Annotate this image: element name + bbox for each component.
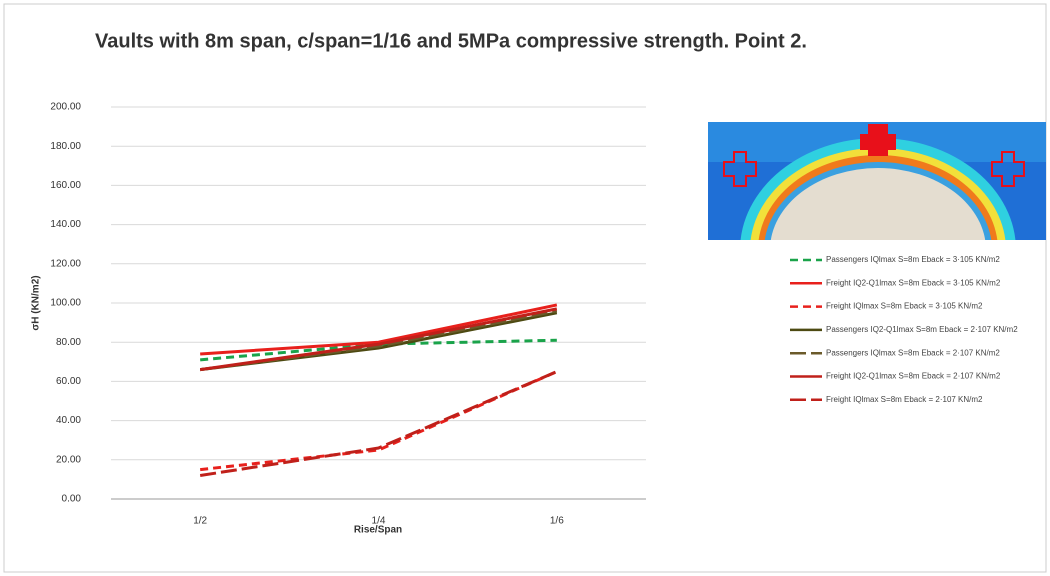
y-tick-label: 60.00 xyxy=(56,376,81,387)
series-line xyxy=(200,303,558,356)
series-line xyxy=(199,307,558,372)
legend-label: Freight IQ2-Q1lmax S=8m Eback = 2·107 KN… xyxy=(826,372,1001,381)
y-tick-label: 120.00 xyxy=(50,258,81,269)
y-tick-label: 80.00 xyxy=(56,337,81,348)
series-line xyxy=(200,370,558,472)
x-axis-label: Rise/Span xyxy=(354,525,402,536)
legend-label: Freight IQlmax S=8m Eback = 3·105 KN/m2 xyxy=(826,302,983,311)
chart-frame xyxy=(3,3,1047,573)
y-tick-label: 40.00 xyxy=(56,415,81,426)
y-tick-label: 200.00 xyxy=(50,102,81,113)
legend-label: Passengers IQ2-Q1lmax S=8m Eback = 2·107… xyxy=(826,325,1018,334)
legend-label: Freight IQ2-Q1lmax S=8m Eback = 3·105 KN… xyxy=(826,278,1001,287)
vault-image xyxy=(708,122,1046,240)
legend-label: Freight IQlmax S=8m Eback = 2·107 KN/m2 xyxy=(826,395,983,404)
series-line xyxy=(200,338,557,362)
x-tick-label: 1/6 xyxy=(550,516,564,527)
y-tick-label: 0.00 xyxy=(62,494,82,505)
legend-label: Passengers IQlmax S=8m Eback = 3·105 KN/… xyxy=(826,255,1000,264)
y-tick-label: 180.00 xyxy=(50,141,81,152)
y-axis-label: σH (KN/m2) xyxy=(31,275,42,330)
y-tick-label: 160.00 xyxy=(50,180,81,191)
series-line xyxy=(199,309,558,372)
chart-title: Vaults with 8m span, c/span=1/16 and 5MP… xyxy=(95,30,807,52)
y-tick-label: 140.00 xyxy=(50,219,81,230)
y-tick-label: 20.00 xyxy=(56,454,81,465)
y-tick-label: 100.00 xyxy=(50,298,81,309)
x-tick-label: 1/2 xyxy=(193,516,207,527)
x-tick-label: 1/4 xyxy=(372,516,386,527)
series-line xyxy=(199,370,558,477)
legend-label: Passengers IQlmax S=8m Eback = 2·107 KN/… xyxy=(826,348,1000,357)
